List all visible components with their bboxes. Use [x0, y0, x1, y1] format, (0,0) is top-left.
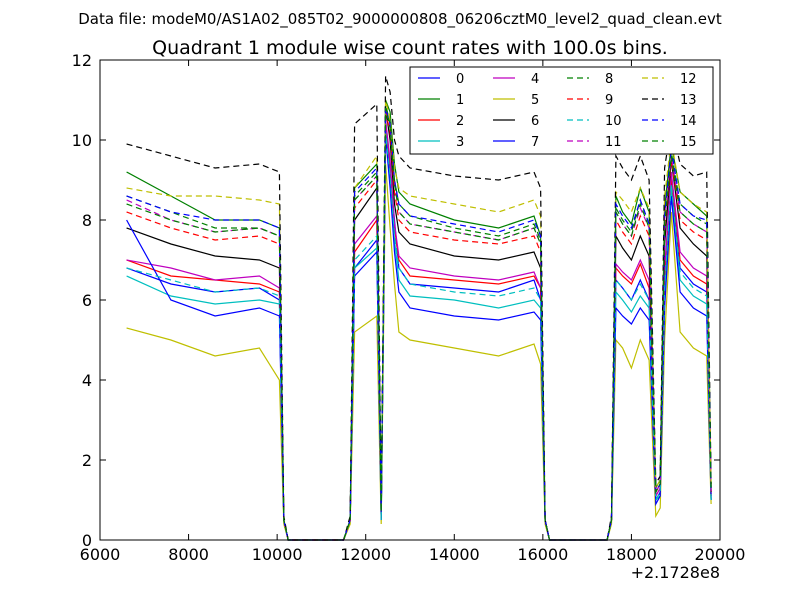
chart-title: Quadrant 1 module wise count rates with …	[152, 37, 668, 59]
tick-layer: 6000 8000 10000 12000 14000 16000 18000 20000 0 2…	[72, 51, 746, 564]
legend-label-5: 5	[531, 93, 539, 108]
legend-label-2: 2	[456, 114, 464, 129]
y-tick-label: 4	[82, 371, 92, 390]
legend-label-3: 3	[456, 135, 464, 150]
legend-label-14: 14	[680, 114, 697, 129]
legend-label-1: 1	[456, 93, 464, 108]
x-tick-label: 6000	[80, 545, 121, 564]
legend-label-13: 13	[680, 93, 697, 108]
x-tick-label: 16000	[517, 545, 568, 564]
y-tick-label: 8	[82, 211, 92, 230]
legend-label-4: 4	[531, 72, 539, 87]
legend-label-11: 11	[605, 135, 622, 150]
x-tick-label: 10000	[252, 545, 303, 564]
y-tick-label: 10	[72, 131, 92, 150]
y-tick-label: 6	[82, 291, 92, 310]
x-tick-label: 8000	[168, 545, 209, 564]
series-line-12	[126, 99, 712, 541]
legend-label-12: 12	[680, 72, 697, 87]
x-tick-label: 18000	[606, 545, 657, 564]
x-tick-label: 20000	[695, 545, 746, 564]
y-tick-label: 12	[72, 51, 92, 70]
legend-label-15: 15	[680, 135, 697, 150]
y-tick-label: 2	[82, 451, 92, 470]
y-tick-label: 0	[82, 531, 92, 550]
x-tick-label: 12000	[340, 545, 391, 564]
legend-label-6: 6	[531, 114, 539, 129]
chart-suptitle: Data file: modeM0/AS1A02_085T02_90000008…	[78, 10, 722, 29]
legend-label-10: 10	[605, 114, 622, 129]
legend-label-8: 8	[605, 72, 613, 87]
x-tick-label: 14000	[429, 545, 480, 564]
x-offset-label: +2.1728e8	[631, 563, 720, 582]
legend-label-7: 7	[531, 135, 539, 150]
legend-label-0: 0	[456, 72, 464, 87]
legend-box	[409, 66, 714, 155]
legend-label-9: 9	[605, 93, 613, 108]
